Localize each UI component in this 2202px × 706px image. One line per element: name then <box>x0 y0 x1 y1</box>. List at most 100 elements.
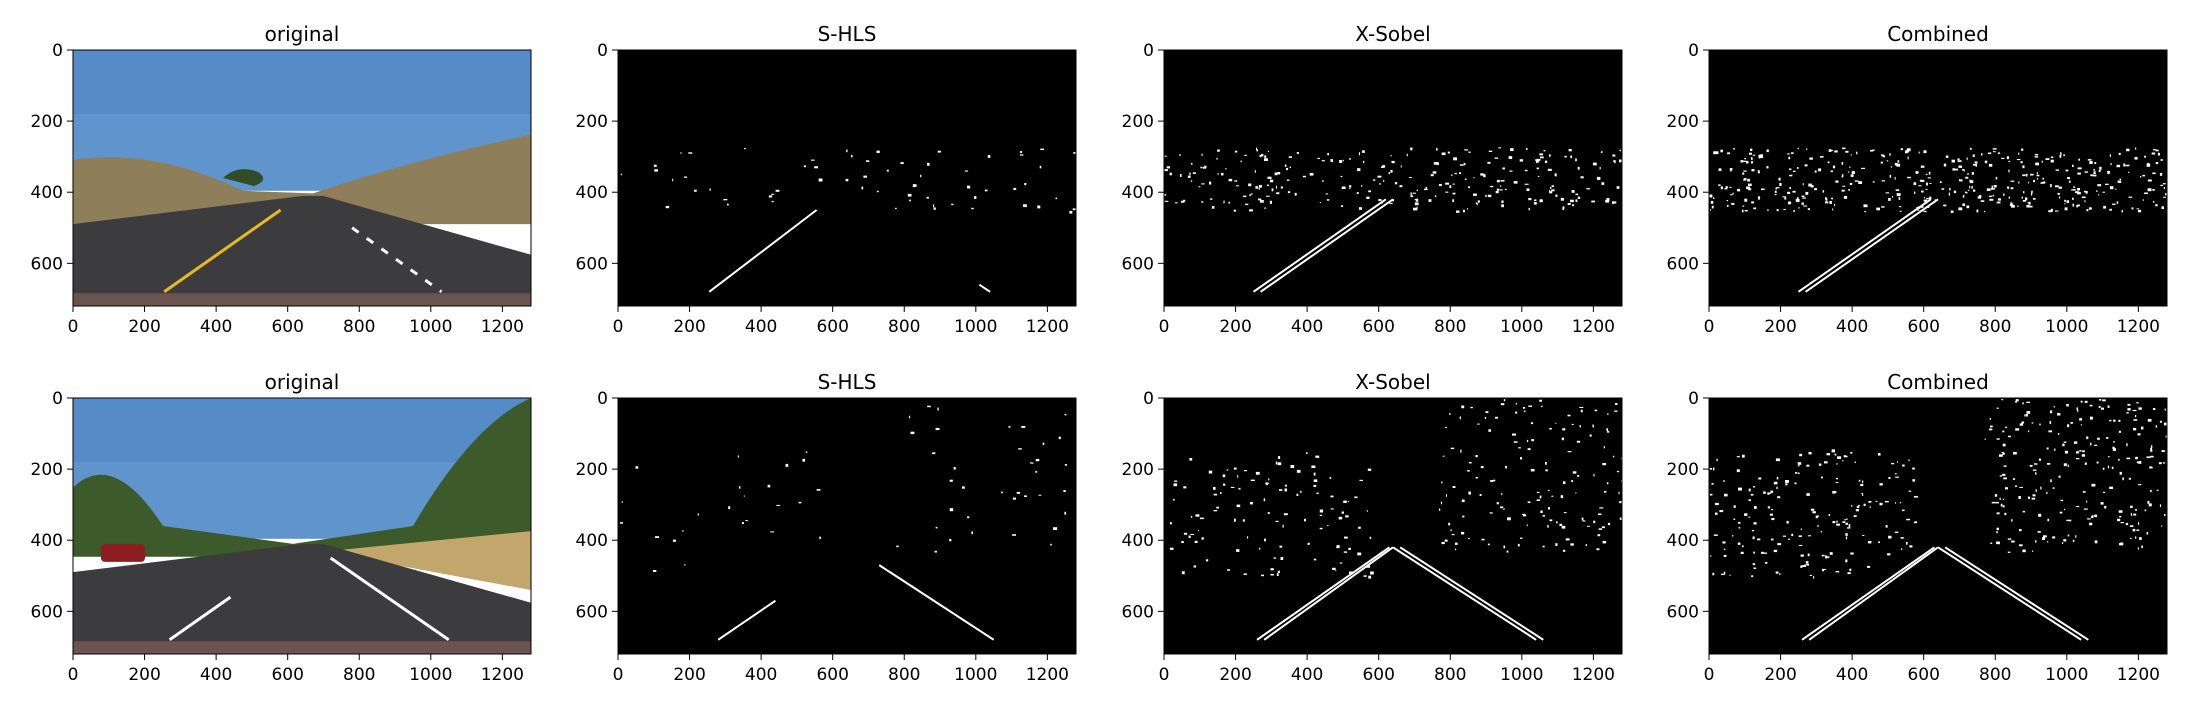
noise-speck <box>1727 152 1731 155</box>
noise-speck <box>1752 563 1756 566</box>
noise-speck <box>1612 154 1616 157</box>
noise-speck <box>1496 188 1500 191</box>
noise-speck <box>1539 153 1543 156</box>
noise-speck <box>1166 166 1170 169</box>
noise-speck <box>1216 506 1219 509</box>
noise-speck <box>1906 541 1908 545</box>
noise-speck <box>2119 471 2122 475</box>
noise-speck <box>1872 181 1875 183</box>
y-tick-label: 600 <box>576 254 608 274</box>
axes-frame <box>72 397 532 655</box>
noise-speck <box>768 195 773 198</box>
noise-speck <box>2041 182 2045 184</box>
noise-speck <box>1966 205 1970 209</box>
noise-speck <box>1454 173 1457 175</box>
noise-speck <box>1230 486 1235 488</box>
car-hood <box>73 293 531 306</box>
noise-speck <box>1776 187 1780 189</box>
x-tick-label: 1000 <box>1500 317 1543 337</box>
noise-speck <box>2072 539 2075 542</box>
noise-speck <box>2157 152 2160 156</box>
noise-speck <box>2081 454 2086 457</box>
noise-speck <box>1743 160 1747 162</box>
noise-speck <box>2072 164 2074 167</box>
noise-speck <box>1908 459 1910 461</box>
noise-speck <box>2076 204 2079 208</box>
noise-speck <box>1264 207 1267 209</box>
noise-speck <box>2156 489 2159 491</box>
noise-speck <box>1742 172 1745 175</box>
noise-speck <box>2141 426 2144 430</box>
noise-speck <box>1738 527 1741 529</box>
noise-speck <box>1800 554 1804 557</box>
noise-speck <box>1561 437 1564 441</box>
noise-speck <box>1757 170 1760 174</box>
noise-speck <box>1213 487 1216 490</box>
noise-speck <box>1542 515 1546 517</box>
binary-mask <box>1709 50 2167 306</box>
noise-speck <box>1804 164 1808 167</box>
noise-speck <box>1890 166 1892 168</box>
noise-speck <box>619 522 624 524</box>
noise-speck <box>2085 191 2088 194</box>
noise-speck <box>2013 451 2017 455</box>
noise-speck <box>1878 541 1880 544</box>
noise-speck <box>1806 148 1808 150</box>
lane-line <box>168 595 232 642</box>
noise-speck <box>665 205 670 209</box>
noise-speck <box>2142 199 2144 201</box>
noise-speck <box>1990 542 1993 544</box>
noise-speck <box>1040 148 1044 150</box>
noise-speck <box>1564 155 1567 158</box>
road-photo <box>73 50 531 306</box>
noise-speck <box>1311 465 1316 468</box>
noise-speck <box>1822 568 1826 570</box>
noise-speck <box>2046 491 2048 495</box>
noise-speck <box>1577 166 1580 170</box>
noise-speck <box>1069 210 1073 214</box>
noise-speck <box>2041 160 2043 163</box>
noise-speck <box>2066 200 2070 203</box>
noise-speck <box>1475 455 1478 458</box>
noise-speck <box>962 486 965 489</box>
noise-speck <box>2077 410 2079 412</box>
noise-speck <box>1580 409 1583 413</box>
noise-speck <box>2075 535 2077 538</box>
y-tick-label: 600 <box>576 602 608 622</box>
noise-speck <box>1953 190 1957 194</box>
noise-speck <box>1753 207 1757 210</box>
noise-speck <box>1991 501 1996 504</box>
noise-speck <box>1737 542 1741 545</box>
noise-speck <box>1536 491 1540 493</box>
noise-speck <box>798 501 802 504</box>
noise-speck <box>1593 520 1596 524</box>
noise-speck <box>1751 575 1754 578</box>
noise-speck <box>2022 510 2026 513</box>
noise-speck <box>1744 198 1748 202</box>
noise-speck <box>1313 484 1317 487</box>
noise-speck <box>2011 205 2015 208</box>
noise-speck <box>2146 163 2151 167</box>
noise-speck <box>1438 184 1442 187</box>
car-hood <box>73 641 531 654</box>
noise-speck <box>1555 543 1558 546</box>
noise-speck <box>2087 518 2091 520</box>
noise-speck <box>1887 553 1891 556</box>
noise-speck <box>1996 541 2000 545</box>
noise-speck <box>2115 188 2117 190</box>
noise-speck <box>2103 491 2106 494</box>
noise-speck <box>2151 445 2153 449</box>
noise-speck <box>1462 515 1465 518</box>
noise-speck <box>1746 186 1750 190</box>
noise-speck <box>744 148 746 150</box>
noise-speck <box>2015 400 2017 403</box>
noise-speck <box>2071 189 2073 191</box>
noise-speck <box>2084 462 2087 465</box>
noise-speck <box>1540 156 1544 159</box>
noise-speck <box>1926 182 1928 186</box>
noise-speck <box>910 431 915 435</box>
noise-speck <box>1242 519 1245 522</box>
noise-speck <box>1446 494 1447 497</box>
x-tick-label: 600 <box>271 317 303 337</box>
